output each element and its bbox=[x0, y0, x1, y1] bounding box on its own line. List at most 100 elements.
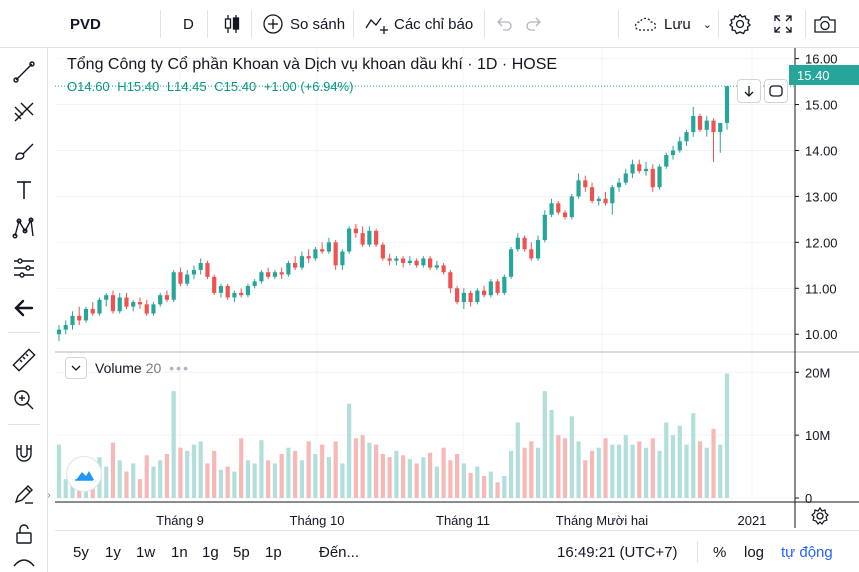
reset-scale-button[interactable] bbox=[764, 79, 788, 103]
redo-button[interactable] bbox=[524, 0, 544, 48]
back-arrow-icon[interactable] bbox=[4, 288, 44, 328]
text-tool-icon[interactable] bbox=[4, 170, 44, 210]
lock-icon[interactable] bbox=[4, 514, 44, 554]
volume-bar bbox=[380, 454, 385, 498]
candle-body bbox=[158, 295, 163, 305]
prediction-measure-icon[interactable] bbox=[4, 248, 44, 288]
toolbar-divider bbox=[207, 10, 208, 38]
volume-bar bbox=[650, 438, 655, 498]
volume-bar bbox=[718, 444, 723, 498]
volume-bar bbox=[124, 471, 129, 498]
volume-bar bbox=[353, 438, 358, 498]
scroll-to-latest-button[interactable] bbox=[737, 79, 761, 103]
range-button-1w[interactable]: 1w bbox=[136, 531, 155, 572]
range-label: 1y bbox=[105, 543, 121, 561]
candle-body bbox=[306, 256, 311, 259]
chart-type-button[interactable] bbox=[222, 0, 242, 48]
add-circle-icon bbox=[263, 14, 283, 34]
undo-button[interactable] bbox=[494, 0, 514, 48]
expand-chevron-icon[interactable]: › bbox=[47, 489, 51, 501]
indicators-button[interactable]: Các chỉ báo bbox=[364, 0, 473, 48]
range-button-5y[interactable]: 5y bbox=[73, 531, 89, 572]
candle-body bbox=[286, 263, 291, 275]
percent-scale-button[interactable]: % bbox=[713, 531, 726, 572]
more-dots-icon[interactable]: ••• bbox=[169, 360, 190, 376]
candle-body bbox=[185, 274, 190, 284]
range-button-1n[interactable]: 1n bbox=[171, 531, 188, 572]
pattern-icon[interactable] bbox=[4, 208, 44, 248]
snapshot-button[interactable] bbox=[812, 0, 838, 48]
volume-bar bbox=[724, 373, 730, 498]
low-label: L bbox=[166, 79, 175, 94]
range-button-1p[interactable]: 1p bbox=[265, 531, 282, 572]
visibility-icon[interactable] bbox=[4, 552, 44, 572]
price-axis-label: 11.00 bbox=[805, 281, 837, 296]
camera-icon bbox=[814, 16, 836, 33]
axis-settings-gear-icon[interactable] bbox=[811, 506, 829, 525]
range-button-1g[interactable]: 1g bbox=[202, 531, 219, 572]
volume-bar bbox=[232, 471, 237, 498]
candle-body bbox=[407, 260, 412, 264]
keep-drawing-icon[interactable] bbox=[4, 474, 44, 514]
fullscreen-button[interactable] bbox=[772, 0, 794, 48]
volume-bar bbox=[576, 441, 581, 498]
volume-bar bbox=[198, 441, 203, 498]
candle-body bbox=[623, 173, 628, 183]
candle-body bbox=[495, 281, 500, 293]
volume-bar bbox=[448, 460, 453, 498]
goto-date-button[interactable]: Đến... bbox=[319, 531, 359, 572]
toolbar-divider bbox=[251, 10, 252, 38]
symbol-legend-title: Tổng Công ty Cổ phần Khoan và Dịch vụ kh… bbox=[67, 56, 558, 73]
volume-bar bbox=[556, 435, 561, 498]
range-button-1y[interactable]: 1y bbox=[105, 531, 121, 572]
volume-bar bbox=[56, 444, 62, 498]
candle-body bbox=[56, 329, 62, 335]
toolbar-divider bbox=[484, 10, 485, 38]
brush-icon[interactable] bbox=[4, 132, 44, 172]
trend-line-icon[interactable] bbox=[4, 52, 44, 92]
range-button-5p[interactable]: 5p bbox=[233, 531, 250, 572]
volume-bar bbox=[488, 471, 493, 498]
collapse-chevron-icon[interactable] bbox=[65, 357, 87, 379]
chart-area[interactable]: Tháng 9 Tháng 10 Tháng 11 Tháng Mười hai 202… bbox=[55, 48, 859, 528]
toolbar-divider bbox=[8, 332, 40, 333]
candle-body bbox=[711, 120, 716, 133]
volume-bar bbox=[137, 479, 143, 498]
save-button[interactable]: Lưu ⌄ bbox=[632, 0, 712, 48]
settings-button[interactable] bbox=[728, 0, 752, 48]
candle-body bbox=[441, 265, 446, 273]
compare-button[interactable]: So sánh bbox=[262, 0, 345, 48]
candle-body bbox=[367, 230, 372, 245]
candle-body bbox=[340, 251, 345, 266]
volume-bar bbox=[191, 444, 197, 498]
fib-retracement-icon[interactable] bbox=[4, 92, 44, 132]
price-axis-label: 10.00 bbox=[805, 327, 838, 342]
refresh-icon bbox=[769, 85, 783, 97]
volume-bar bbox=[252, 463, 257, 498]
clock-timezone[interactable]: 16:49:21 (UTC+7) bbox=[557, 531, 677, 572]
bottom-toolbar: 5y 1y 1w 1n 1g 5p 1p Đến... 16:49:21 (UTC+7) %… bbox=[55, 530, 859, 572]
log-scale-button[interactable]: log bbox=[744, 531, 764, 572]
symbol-search[interactable]: PVD bbox=[70, 0, 101, 48]
candle-body bbox=[616, 182, 622, 188]
candle-body bbox=[347, 228, 352, 252]
tradingview-logo[interactable] bbox=[66, 456, 102, 492]
auto-scale-button[interactable]: tự động bbox=[781, 531, 833, 572]
magnet-icon[interactable] bbox=[4, 434, 44, 474]
volume-bar bbox=[293, 450, 298, 498]
candle-body bbox=[549, 203, 554, 215]
zoom-in-icon[interactable] bbox=[4, 380, 44, 420]
candle-body bbox=[205, 263, 210, 277]
interval-button[interactable]: D bbox=[183, 0, 194, 48]
volume-bar bbox=[569, 416, 574, 498]
candle-body bbox=[117, 297, 122, 312]
volume-bar bbox=[178, 447, 183, 498]
bottom-divider bbox=[697, 541, 698, 563]
last-price-tag: 15.40 bbox=[789, 65, 859, 85]
ruler-icon[interactable] bbox=[4, 340, 44, 380]
undo-icon bbox=[497, 17, 512, 31]
volume-bar bbox=[468, 472, 473, 498]
candlestick-chart[interactable]: Tháng 9 Tháng 10 Tháng 11 Tháng Mười hai 202… bbox=[55, 48, 859, 528]
volume-bar bbox=[340, 463, 345, 498]
symbol-label: PVD bbox=[70, 15, 101, 33]
